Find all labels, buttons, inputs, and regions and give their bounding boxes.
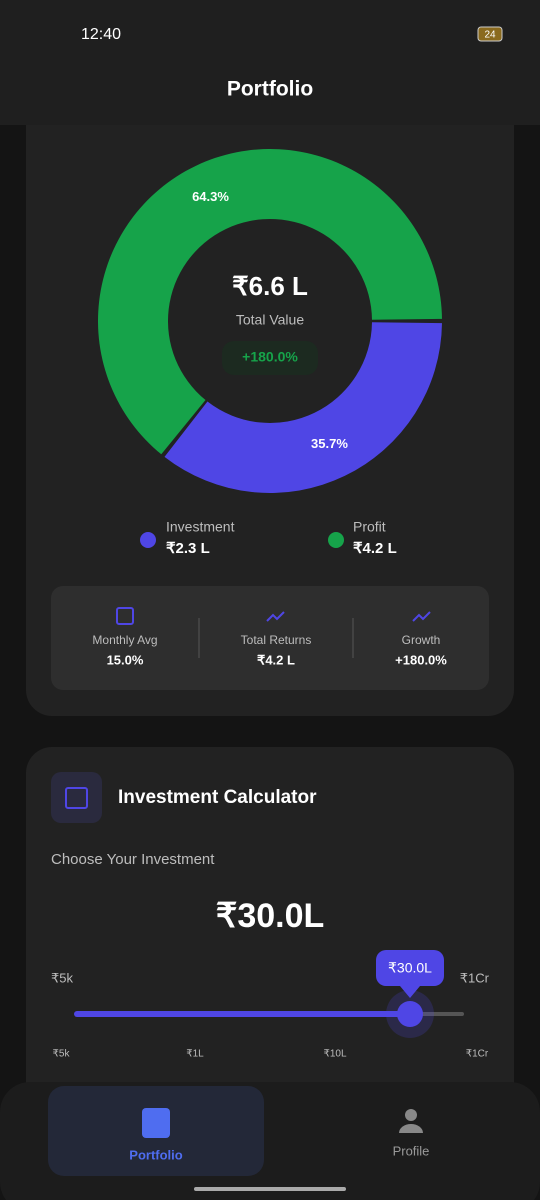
trend-icon bbox=[266, 611, 285, 622]
profile-icon bbox=[405, 1109, 417, 1121]
legend-label: Investment bbox=[166, 519, 235, 535]
calculator-icon-bg bbox=[51, 772, 102, 823]
wallet-icon bbox=[142, 1108, 170, 1138]
scale-label: ₹1L bbox=[186, 1049, 204, 1060]
scale-label: ₹10L bbox=[323, 1049, 346, 1060]
stat-value: 15.0% bbox=[107, 652, 144, 667]
profile-icon bbox=[399, 1124, 423, 1133]
donut: 35.7% 64.3% bbox=[98, 149, 442, 493]
center-label: Total Value bbox=[236, 312, 304, 328]
scale-label: ₹5k bbox=[53, 1049, 71, 1060]
legend-dot bbox=[328, 532, 344, 548]
header-title: Portfolio bbox=[227, 78, 313, 101]
home-indicator bbox=[194, 1187, 346, 1191]
stat-label: Total Returns bbox=[241, 633, 312, 647]
max-label: ₹1Cr bbox=[460, 970, 490, 985]
badge bbox=[222, 341, 318, 375]
segment-label: 64.3% bbox=[192, 189, 229, 204]
calculator-card bbox=[26, 747, 514, 1147]
donut-segment bbox=[98, 149, 442, 455]
center-badge: +180.0% bbox=[242, 349, 298, 365]
calculator-title: Investment Calculator bbox=[118, 787, 317, 808]
scale-label: ₹1Cr bbox=[466, 1049, 489, 1060]
top-bar bbox=[0, 0, 540, 125]
calendar-icon bbox=[116, 607, 134, 625]
bubble-label: ₹30.0L bbox=[388, 960, 432, 976]
trend-icon bbox=[412, 611, 431, 622]
min-label: ₹5k bbox=[51, 970, 74, 985]
stat-label: Growth bbox=[402, 633, 441, 647]
nav-label[interactable]: Profile bbox=[393, 1143, 430, 1158]
segment-label: 35.7% bbox=[311, 436, 348, 451]
legend-amount: ₹2.3 L bbox=[166, 540, 210, 557]
nav-label[interactable]: Portfolio bbox=[129, 1147, 182, 1162]
stat-value: +180.0% bbox=[395, 652, 447, 667]
slider-bubble bbox=[376, 950, 444, 998]
battery bbox=[477, 26, 503, 42]
legend-amount: ₹4.2 L bbox=[353, 540, 397, 557]
amount: ₹30.0L bbox=[216, 897, 325, 935]
battery-level: 24 bbox=[484, 30, 496, 41]
donut-segment bbox=[164, 322, 442, 493]
legend-label: Profit bbox=[353, 519, 386, 535]
slider-thumb[interactable] bbox=[397, 1001, 423, 1027]
center-value: ₹6.6 L bbox=[232, 271, 308, 301]
calculator-icon bbox=[65, 787, 88, 809]
status-time: 12:40 bbox=[81, 26, 121, 43]
stat-label: Monthly Avg bbox=[92, 633, 157, 647]
prompt: Choose Your Investment bbox=[51, 851, 215, 868]
stats-box bbox=[51, 586, 489, 690]
stat-value: ₹4.2 L bbox=[257, 652, 295, 667]
legend-dot bbox=[140, 532, 156, 548]
